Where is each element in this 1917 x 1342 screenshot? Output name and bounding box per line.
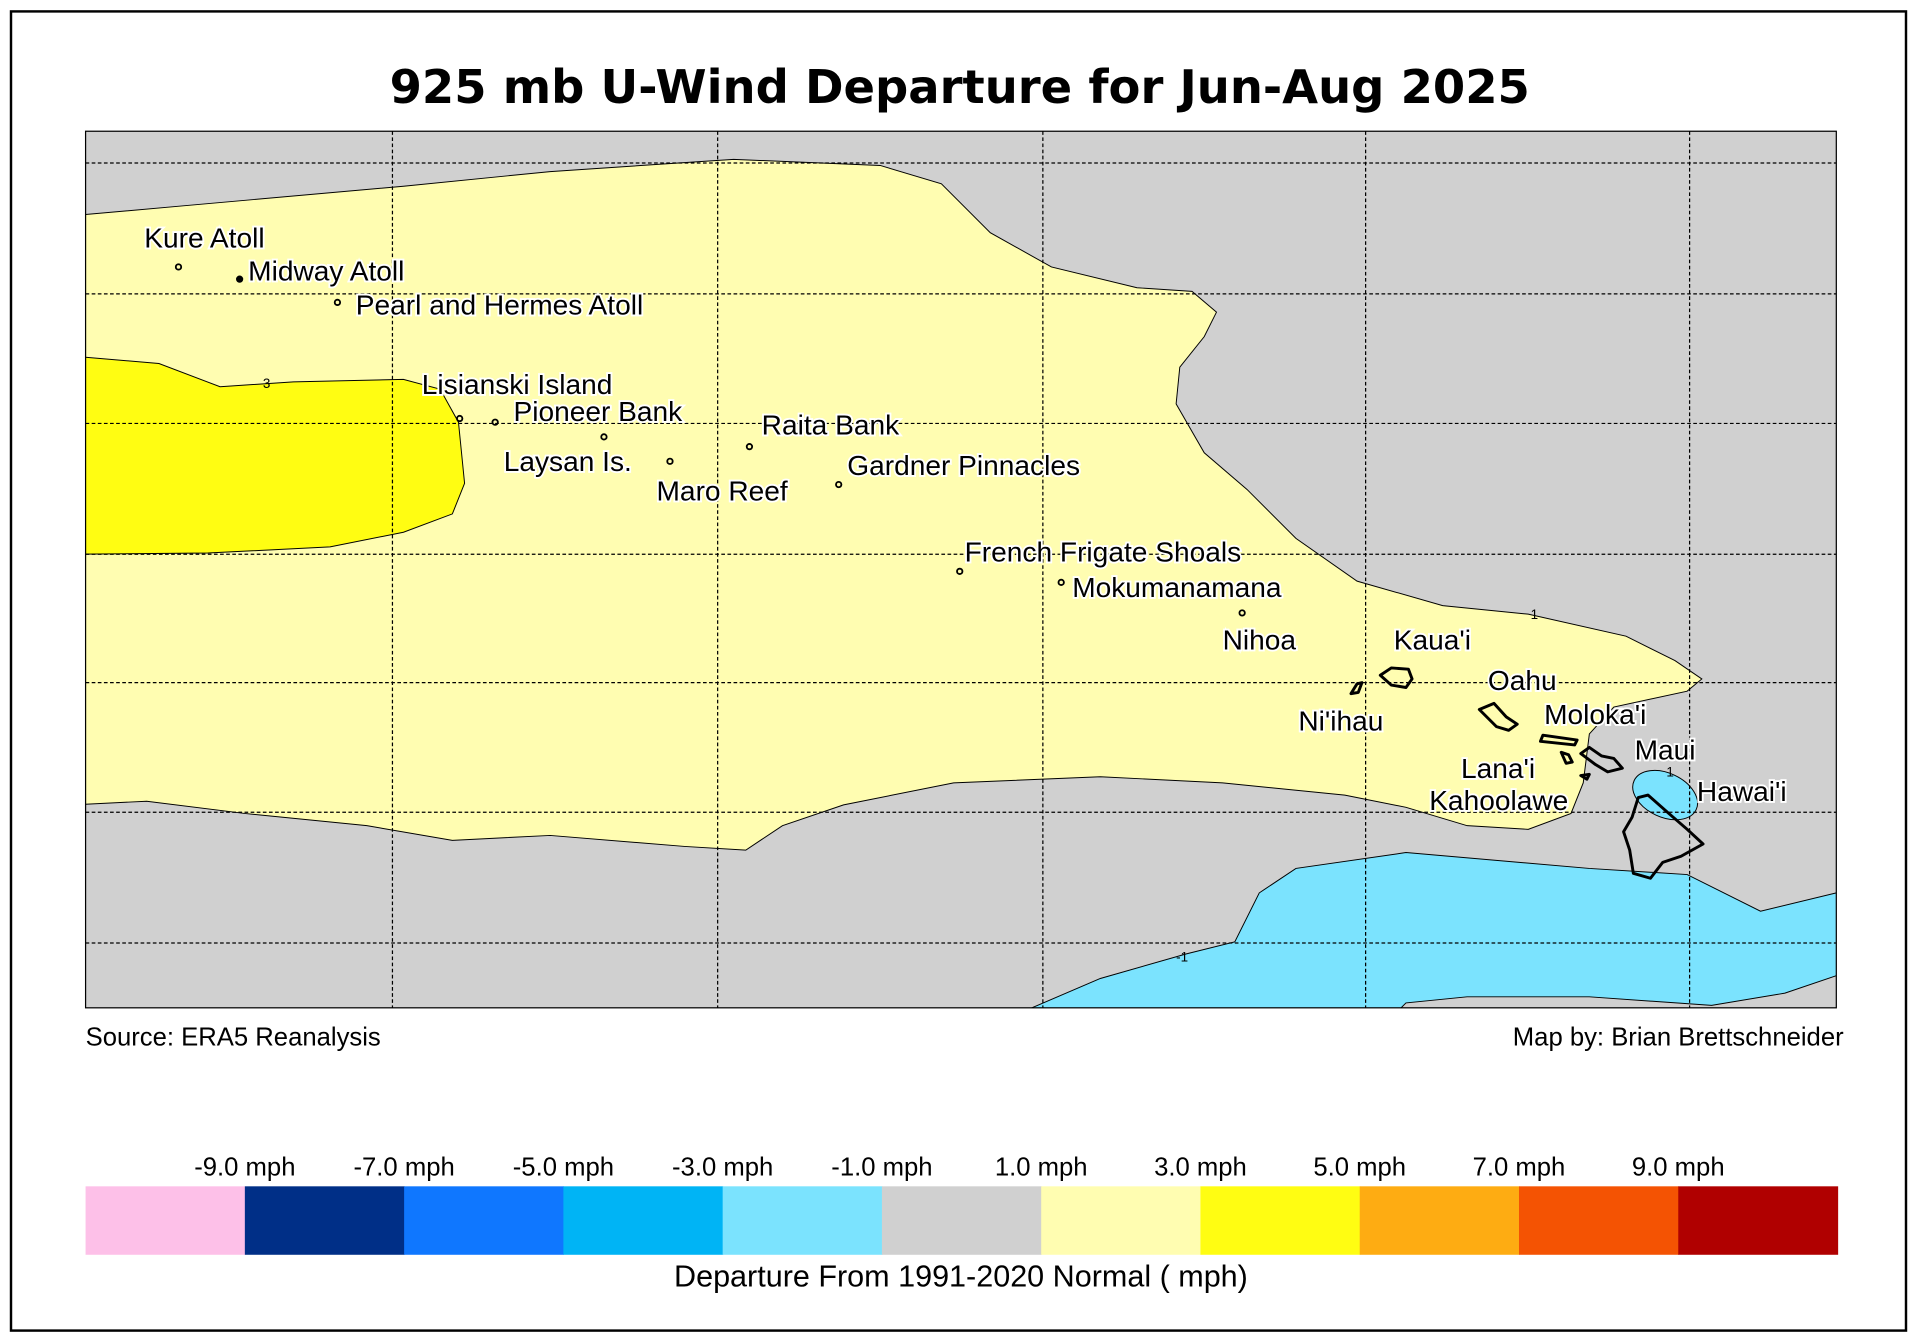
- colorbar-swatch: [404, 1186, 564, 1255]
- contour-label: 1: [1531, 607, 1538, 622]
- contour-label: -1: [1176, 949, 1188, 964]
- map-panel: Kure Atoll Midway Atoll Pearl and Hermes…: [84, 130, 1837, 1009]
- label-kauai: Kaua'i: [1394, 625, 1471, 656]
- credit-text: Map by: Brian Brettschneider: [1513, 1024, 1844, 1052]
- colorbar-tick-label: -3.0 mph: [672, 1153, 773, 1181]
- label-midway-atoll: Midway Atoll: [248, 255, 404, 286]
- region-3-to-5: [85, 356, 466, 555]
- label-niihau: Ni'ihau: [1298, 705, 1383, 736]
- label-kure-atoll: Kure Atoll: [144, 222, 264, 253]
- source-text: Source: ERA5 Reanalysis: [86, 1024, 381, 1052]
- colorbar-swatch: [722, 1186, 883, 1255]
- label-laysan: Laysan Is.: [504, 446, 632, 477]
- region-below-minus-1-hawaii: [1632, 769, 1699, 821]
- colorbar-tick-label: -7.0 mph: [353, 1153, 454, 1181]
- location-labels: Kure Atoll Midway Atoll Pearl and Hermes…: [142, 221, 1788, 818]
- colorbar-swatch: [563, 1186, 724, 1255]
- colorbar-tick-label: -1.0 mph: [831, 1153, 932, 1181]
- colorbar-tick-label: -9.0 mph: [194, 1153, 295, 1181]
- colorbar-swatch: [1359, 1186, 1520, 1255]
- map-frame: [84, 130, 1837, 1009]
- colorbar-swatch: [1678, 1186, 1839, 1255]
- graticule: [85, 131, 1837, 1008]
- colorbar-swatch: [1200, 1186, 1361, 1255]
- contour-labels: 3 1 1 -1: [263, 376, 1674, 964]
- kauai-outline: [1378, 666, 1414, 689]
- hawaii-outline: [1622, 793, 1705, 880]
- label-raita-bank: Raita Bank: [762, 409, 900, 440]
- colorbar-swatch: [1518, 1186, 1679, 1255]
- map-title: 925 mb U-Wind Departure for Jun-Aug 2025: [390, 60, 1530, 114]
- label-maro-reef: Maro Reef: [657, 475, 788, 506]
- island-outlines: [1349, 666, 1705, 880]
- location-markers: [174, 263, 1246, 617]
- label-lisianski: Lisianski Island: [422, 369, 613, 400]
- label-nihoa: Nihoa: [1223, 625, 1297, 656]
- label-maui: Maui: [1635, 735, 1696, 766]
- colorbar-swatch: [244, 1186, 405, 1255]
- colorbar-tick-label: 9.0 mph: [1632, 1153, 1725, 1181]
- niihau-outline: [1349, 681, 1364, 696]
- label-lanai: Lana'i: [1461, 753, 1535, 784]
- kahoolawe-outline: [1579, 772, 1591, 781]
- label-oahu: Oahu: [1488, 665, 1557, 696]
- maui-outline: [1579, 745, 1624, 774]
- lanai-outline: [1559, 750, 1574, 765]
- label-pioneer-bank: Pioneer Bank: [513, 396, 683, 427]
- oahu-outline: [1477, 701, 1519, 732]
- label-french-frigate: French Frigate Shoals: [965, 537, 1242, 568]
- contour-label: 1: [1666, 765, 1673, 780]
- molokai-outline: [1538, 733, 1579, 747]
- label-gardner: Gardner Pinnacles: [847, 450, 1080, 481]
- colorbar-tick-label: 1.0 mph: [995, 1153, 1088, 1181]
- colorbar-label: Departure From 1991-2020 Normal ( mph): [674, 1260, 1248, 1294]
- label-pearl-hermes: Pearl and Hermes Atoll: [356, 290, 643, 321]
- colorbar-tick-label: -5.0 mph: [513, 1153, 614, 1181]
- colorbar-tick-label: 5.0 mph: [1313, 1153, 1406, 1181]
- colorbar-swatch: [1041, 1186, 1202, 1255]
- colorbar-swatch: [85, 1186, 246, 1255]
- colorbar-swatch: [881, 1186, 1042, 1255]
- label-molokai: Moloka'i: [1544, 699, 1646, 730]
- label-mokumanamana: Mokumanamana: [1072, 572, 1282, 603]
- label-kahoolawe: Kahoolawe: [1429, 785, 1568, 816]
- label-hawaii: Hawai'i: [1697, 776, 1787, 807]
- colorbar-tick-label: 7.0 mph: [1473, 1153, 1566, 1181]
- colorbar: -9.0 mph -7.0 mph -5.0 mph -3.0 mph -1.0 mph…: [85, 1153, 1839, 1255]
- colorbar-tick-label: 3.0 mph: [1154, 1153, 1247, 1181]
- contour-label: 3: [263, 376, 270, 391]
- region-1-to-3: [85, 158, 1703, 851]
- region-below-minus-1: [1030, 852, 1837, 1008]
